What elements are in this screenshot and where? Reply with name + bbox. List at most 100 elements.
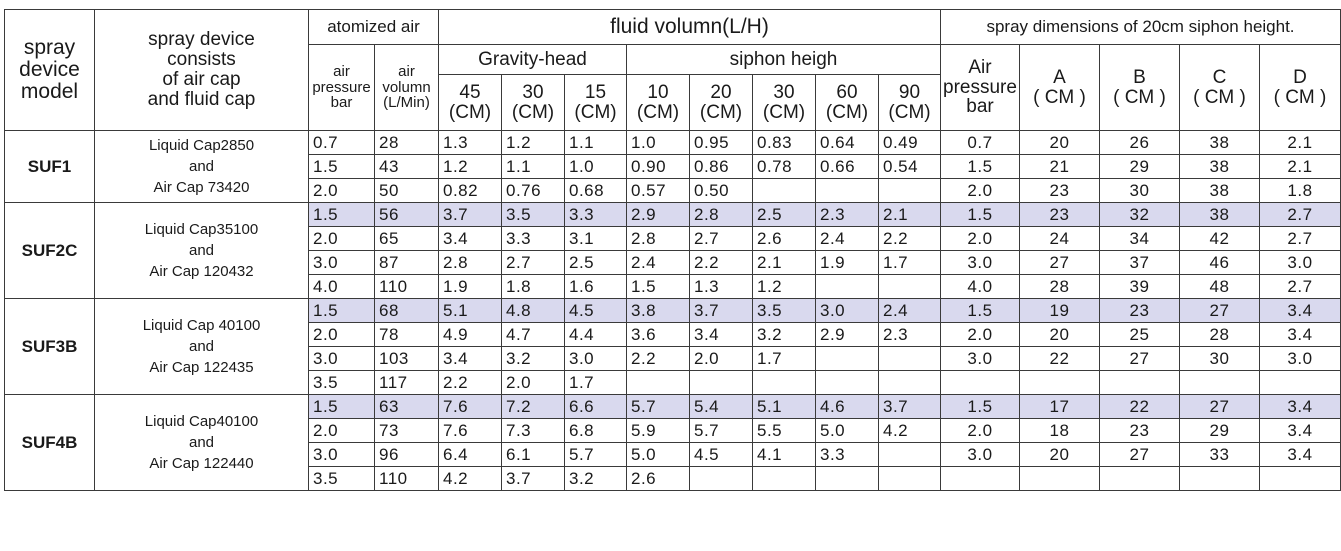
header-dim-b: B ( CM ) <box>1099 44 1180 131</box>
value-cell: 3.5 <box>308 370 375 395</box>
value-cell: 2.0 <box>940 178 1020 203</box>
value-cell: 2.7 <box>1259 274 1341 299</box>
value-cell: 1.5 <box>308 394 375 419</box>
header-siphon-60: 60 (CM) <box>815 74 879 131</box>
value-cell: 20 <box>1019 322 1100 347</box>
header-siphon-20: 20 (CM) <box>689 74 753 131</box>
value-cell: 1.7 <box>752 346 816 371</box>
value-cell: 23 <box>1099 298 1180 323</box>
value-cell <box>1259 466 1341 491</box>
value-cell: 1.0 <box>564 154 627 179</box>
cap-description-cell: Liquid Cap35100 and Air Cap 120432 <box>94 202 309 299</box>
value-cell: 38 <box>1179 154 1260 179</box>
value-cell: 20 <box>1019 130 1100 155</box>
value-cell: 1.5 <box>308 298 375 323</box>
value-cell: 1.1 <box>501 154 565 179</box>
value-cell: 2.1 <box>752 250 816 275</box>
value-cell: 25 <box>1099 322 1180 347</box>
value-cell: 21 <box>1019 154 1100 179</box>
value-cell: 38 <box>1179 130 1260 155</box>
table-row: 2.0 78 4.9 4.7 4.4 3.6 3.4 3.2 2.9 2.3 2.0 20 25 28 3.… <box>5 322 1341 347</box>
value-cell: 3.1 <box>564 226 627 251</box>
value-cell: 4.2 <box>878 418 941 443</box>
value-cell: 5.1 <box>752 394 816 419</box>
cap-description-cell: Liquid Cap 40100 and Air Cap 122435 <box>94 298 309 395</box>
value-cell: 1.6 <box>564 274 627 299</box>
value-cell: 32 <box>1099 202 1180 227</box>
table-row: SUF1 Liquid Cap2850 and Air Cap 73420 0.7 28 1… <box>4 130 1341 203</box>
value-cell: 27 <box>1179 394 1260 419</box>
value-cell: 3.0 <box>564 346 627 371</box>
value-cell <box>878 466 941 491</box>
value-cell: 0.64 <box>815 130 879 155</box>
header-air-pressure: air pressure bar <box>308 44 375 131</box>
value-cell: 3.3 <box>564 202 627 227</box>
value-cell: 4.0 <box>940 274 1020 299</box>
value-cell <box>689 370 753 395</box>
value-cell: 2.7 <box>689 226 753 251</box>
value-cell: 4.4 <box>564 322 627 347</box>
value-cell: 87 <box>374 250 439 275</box>
value-cell: 0.50 <box>689 178 753 203</box>
cap-description-cell: Liquid Cap2850 and Air Cap 73420 <box>94 130 309 203</box>
value-cell: 2.0 <box>308 322 375 347</box>
value-cell: 2.2 <box>878 226 941 251</box>
value-cell: 7.6 <box>438 394 502 419</box>
table-row: 3.5 117 2.2 2.0 1.7 <box>5 370 1341 395</box>
value-cell: 1.7 <box>878 250 941 275</box>
value-cell: 29 <box>1099 154 1180 179</box>
cap-description-line: Air Cap 120432 <box>149 263 254 280</box>
value-cell: 0.49 <box>878 130 941 155</box>
value-cell: 2.6 <box>626 466 690 491</box>
value-cell <box>1019 466 1100 491</box>
cap-description-cell: Liquid Cap40100 and Air Cap 122440 <box>94 394 309 491</box>
value-cell: 6.6 <box>564 394 627 419</box>
value-cell: 4.0 <box>308 274 375 299</box>
value-cell: 1.2 <box>752 274 816 299</box>
value-cell: 73 <box>374 418 439 443</box>
value-cell: 3.5 <box>308 466 375 491</box>
value-cell <box>1179 370 1260 395</box>
value-cell: 2.0 <box>940 322 1020 347</box>
value-cell: 2.6 <box>752 226 816 251</box>
value-cell: 29 <box>1179 418 1260 443</box>
model-cell: SUF2C <box>4 202 95 299</box>
value-cell: 39 <box>1099 274 1180 299</box>
value-cell <box>752 370 816 395</box>
value-cell: 17 <box>1019 394 1100 419</box>
header-gravity-30: 30 (CM) <box>501 74 565 131</box>
value-cell: 2.5 <box>564 250 627 275</box>
value-cell: 3.7 <box>438 202 502 227</box>
value-cell: 4.2 <box>438 466 502 491</box>
value-cell <box>815 178 879 203</box>
header-gravity-head: Gravity-head <box>438 44 627 75</box>
value-cell <box>878 346 941 371</box>
table-row: SUF3B Liquid Cap 40100 and Air Cap 122435 1.… <box>4 298 1341 395</box>
value-cell <box>878 274 941 299</box>
value-cell: 38 <box>1179 202 1260 227</box>
value-cell: 30 <box>1179 346 1260 371</box>
value-cell: 2.0 <box>689 346 753 371</box>
header-gravity-15: 15 (CM) <box>564 74 627 131</box>
value-cell: 2.0 <box>308 226 375 251</box>
header-dim-d: D ( CM ) <box>1259 44 1341 131</box>
value-cell: 1.5 <box>308 202 375 227</box>
value-cell: 27 <box>1179 298 1260 323</box>
value-cell <box>689 466 753 491</box>
value-cell: 0.7 <box>940 130 1020 155</box>
value-cell: 2.9 <box>815 322 879 347</box>
value-cell: 1.7 <box>564 370 627 395</box>
table-row: 2.0 65 3.4 3.3 3.1 2.8 2.7 2.6 2.4 2.2 2.0 24 34 42 2.… <box>5 226 1341 251</box>
value-cell: 4.1 <box>752 442 816 467</box>
value-cell: 7.6 <box>438 418 502 443</box>
value-cell: 63 <box>374 394 439 419</box>
value-cell: 2.7 <box>501 250 565 275</box>
value-cell: 0.7 <box>308 130 375 155</box>
value-cell: 38 <box>1179 178 1260 203</box>
value-cell: 43 <box>374 154 439 179</box>
value-cell: 3.4 <box>438 346 502 371</box>
cap-description-line: Air Cap 73420 <box>153 179 250 196</box>
header-siphon-10: 10 (CM) <box>626 74 690 131</box>
value-cell: 0.95 <box>689 130 753 155</box>
spray-spec-table-container: spray device model spray device consists… <box>4 9 1341 491</box>
